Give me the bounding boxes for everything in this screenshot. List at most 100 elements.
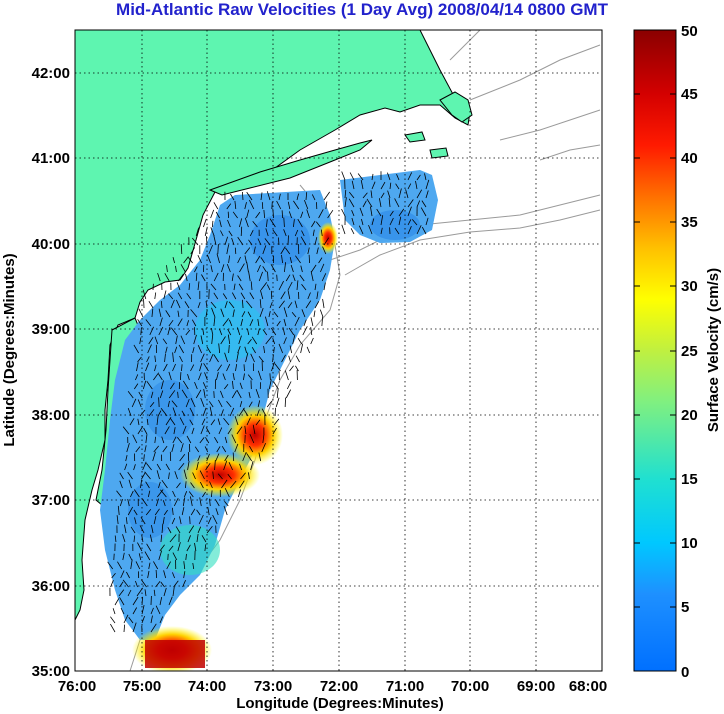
velocity-arrow [151, 308, 154, 318]
velocity-arrow [411, 219, 418, 226]
y-tick-label: 41:00 [32, 150, 70, 167]
velocity-arrow [139, 337, 142, 345]
velocity-arrow [243, 373, 245, 381]
velocity-arrow [137, 319, 143, 327]
velocity-arrow [159, 317, 163, 327]
velocity-arrow [407, 199, 414, 208]
velocity-arrow [259, 307, 264, 318]
velocity-arrow [388, 197, 391, 208]
velocity-arrow [182, 497, 186, 507]
velocity-arrow [425, 217, 429, 226]
velocity-arrow [154, 364, 157, 372]
velocity-arrow [278, 193, 281, 201]
velocity-arrow [226, 263, 231, 273]
velocity-arrow [191, 427, 195, 435]
velocity-arrow [297, 218, 303, 228]
velocity-arrow [139, 525, 145, 534]
velocity-arrow [222, 318, 230, 327]
velocity-arrow [321, 273, 327, 282]
velocity-arrow [224, 436, 228, 444]
velocity-arrow [306, 209, 310, 219]
velocity-arrow [396, 174, 400, 181]
velocity-arrow [133, 464, 136, 471]
velocity-arrow [257, 400, 261, 408]
velocity-arrow [139, 409, 146, 417]
velocity-arrow [228, 462, 233, 471]
velocity-arrow [256, 409, 260, 417]
velocity-arrow [226, 203, 232, 210]
velocity-arrow [135, 374, 139, 381]
velocity-arrow [290, 264, 294, 273]
velocity-arrow [166, 265, 168, 273]
velocity-arrow [185, 329, 191, 336]
velocity-arrow [133, 535, 136, 543]
velocity-arrow [171, 400, 178, 408]
velocity-arrow [141, 615, 145, 624]
velocity-arrow [303, 319, 307, 327]
velocity-arrow [160, 534, 163, 543]
velocity-arrow [174, 471, 178, 480]
velocity-arrow [177, 310, 180, 318]
velocity-arrow [168, 319, 174, 327]
velocity-arrow [180, 264, 186, 273]
velocity-arrow [282, 327, 286, 336]
velocity-arrow [311, 194, 316, 201]
velocity-arrow [425, 190, 429, 199]
velocity-arrow [389, 210, 394, 217]
velocity-arrow [155, 498, 159, 507]
velocity-arrow [195, 227, 200, 237]
velocity-arrow [420, 207, 427, 217]
velocity-arrow [239, 480, 245, 489]
velocity-arrow [226, 244, 229, 255]
velocity-arrow [247, 339, 252, 345]
velocity-arrow [143, 427, 148, 435]
velocity-arrow [348, 198, 355, 208]
velocity-arrow [179, 417, 185, 426]
velocity-arrow [240, 472, 246, 480]
velocity-arrow [206, 346, 211, 354]
velocity-arrow [197, 281, 200, 291]
velocity-arrow [203, 388, 206, 399]
velocity-arrow [189, 516, 191, 525]
velocity-arrow [221, 445, 227, 453]
velocity-arrow [187, 461, 190, 471]
velocity-arrow [203, 363, 209, 372]
velocity-arrow [130, 526, 136, 534]
velocity-arrow [272, 354, 274, 363]
velocity-arrow [116, 490, 122, 498]
velocity-arrow [197, 455, 201, 462]
velocity-arrow [228, 255, 230, 264]
velocity-arrow [283, 318, 287, 327]
velocity-arrow [231, 390, 237, 399]
velocity-arrow [154, 508, 160, 516]
velocity-arrow [171, 517, 176, 525]
velocity-arrow [183, 561, 186, 570]
y-tick-label: 37:00 [32, 492, 70, 509]
velocity-arrow [144, 589, 147, 597]
velocity-arrow [370, 190, 373, 199]
velocity-arrow [148, 409, 155, 417]
velocity-arrow [147, 570, 150, 579]
velocity-arrow [211, 334, 214, 345]
velocity-arrow [233, 283, 236, 291]
velocity-arrow [188, 525, 195, 534]
velocity-arrow [251, 346, 256, 354]
velocity-arrow [146, 418, 149, 426]
velocity-arrow [146, 356, 150, 363]
velocity-arrow [149, 534, 153, 543]
velocity-arrow [281, 210, 283, 219]
colorbar-tick-label: 25 [681, 343, 698, 360]
velocity-arrow [300, 265, 303, 273]
velocity-arrow [262, 245, 267, 255]
velocity-arrow [213, 292, 219, 300]
velocity-arrow [305, 192, 308, 201]
velocity-arrow [232, 373, 235, 381]
velocity-arrow [211, 307, 216, 318]
velocity-arrow [287, 290, 291, 300]
velocity-arrow [170, 299, 175, 309]
velocity-arrow [284, 262, 286, 273]
velocity-arrow [395, 183, 400, 190]
velocity-arrow [341, 208, 346, 217]
velocity-arrow [265, 316, 269, 327]
